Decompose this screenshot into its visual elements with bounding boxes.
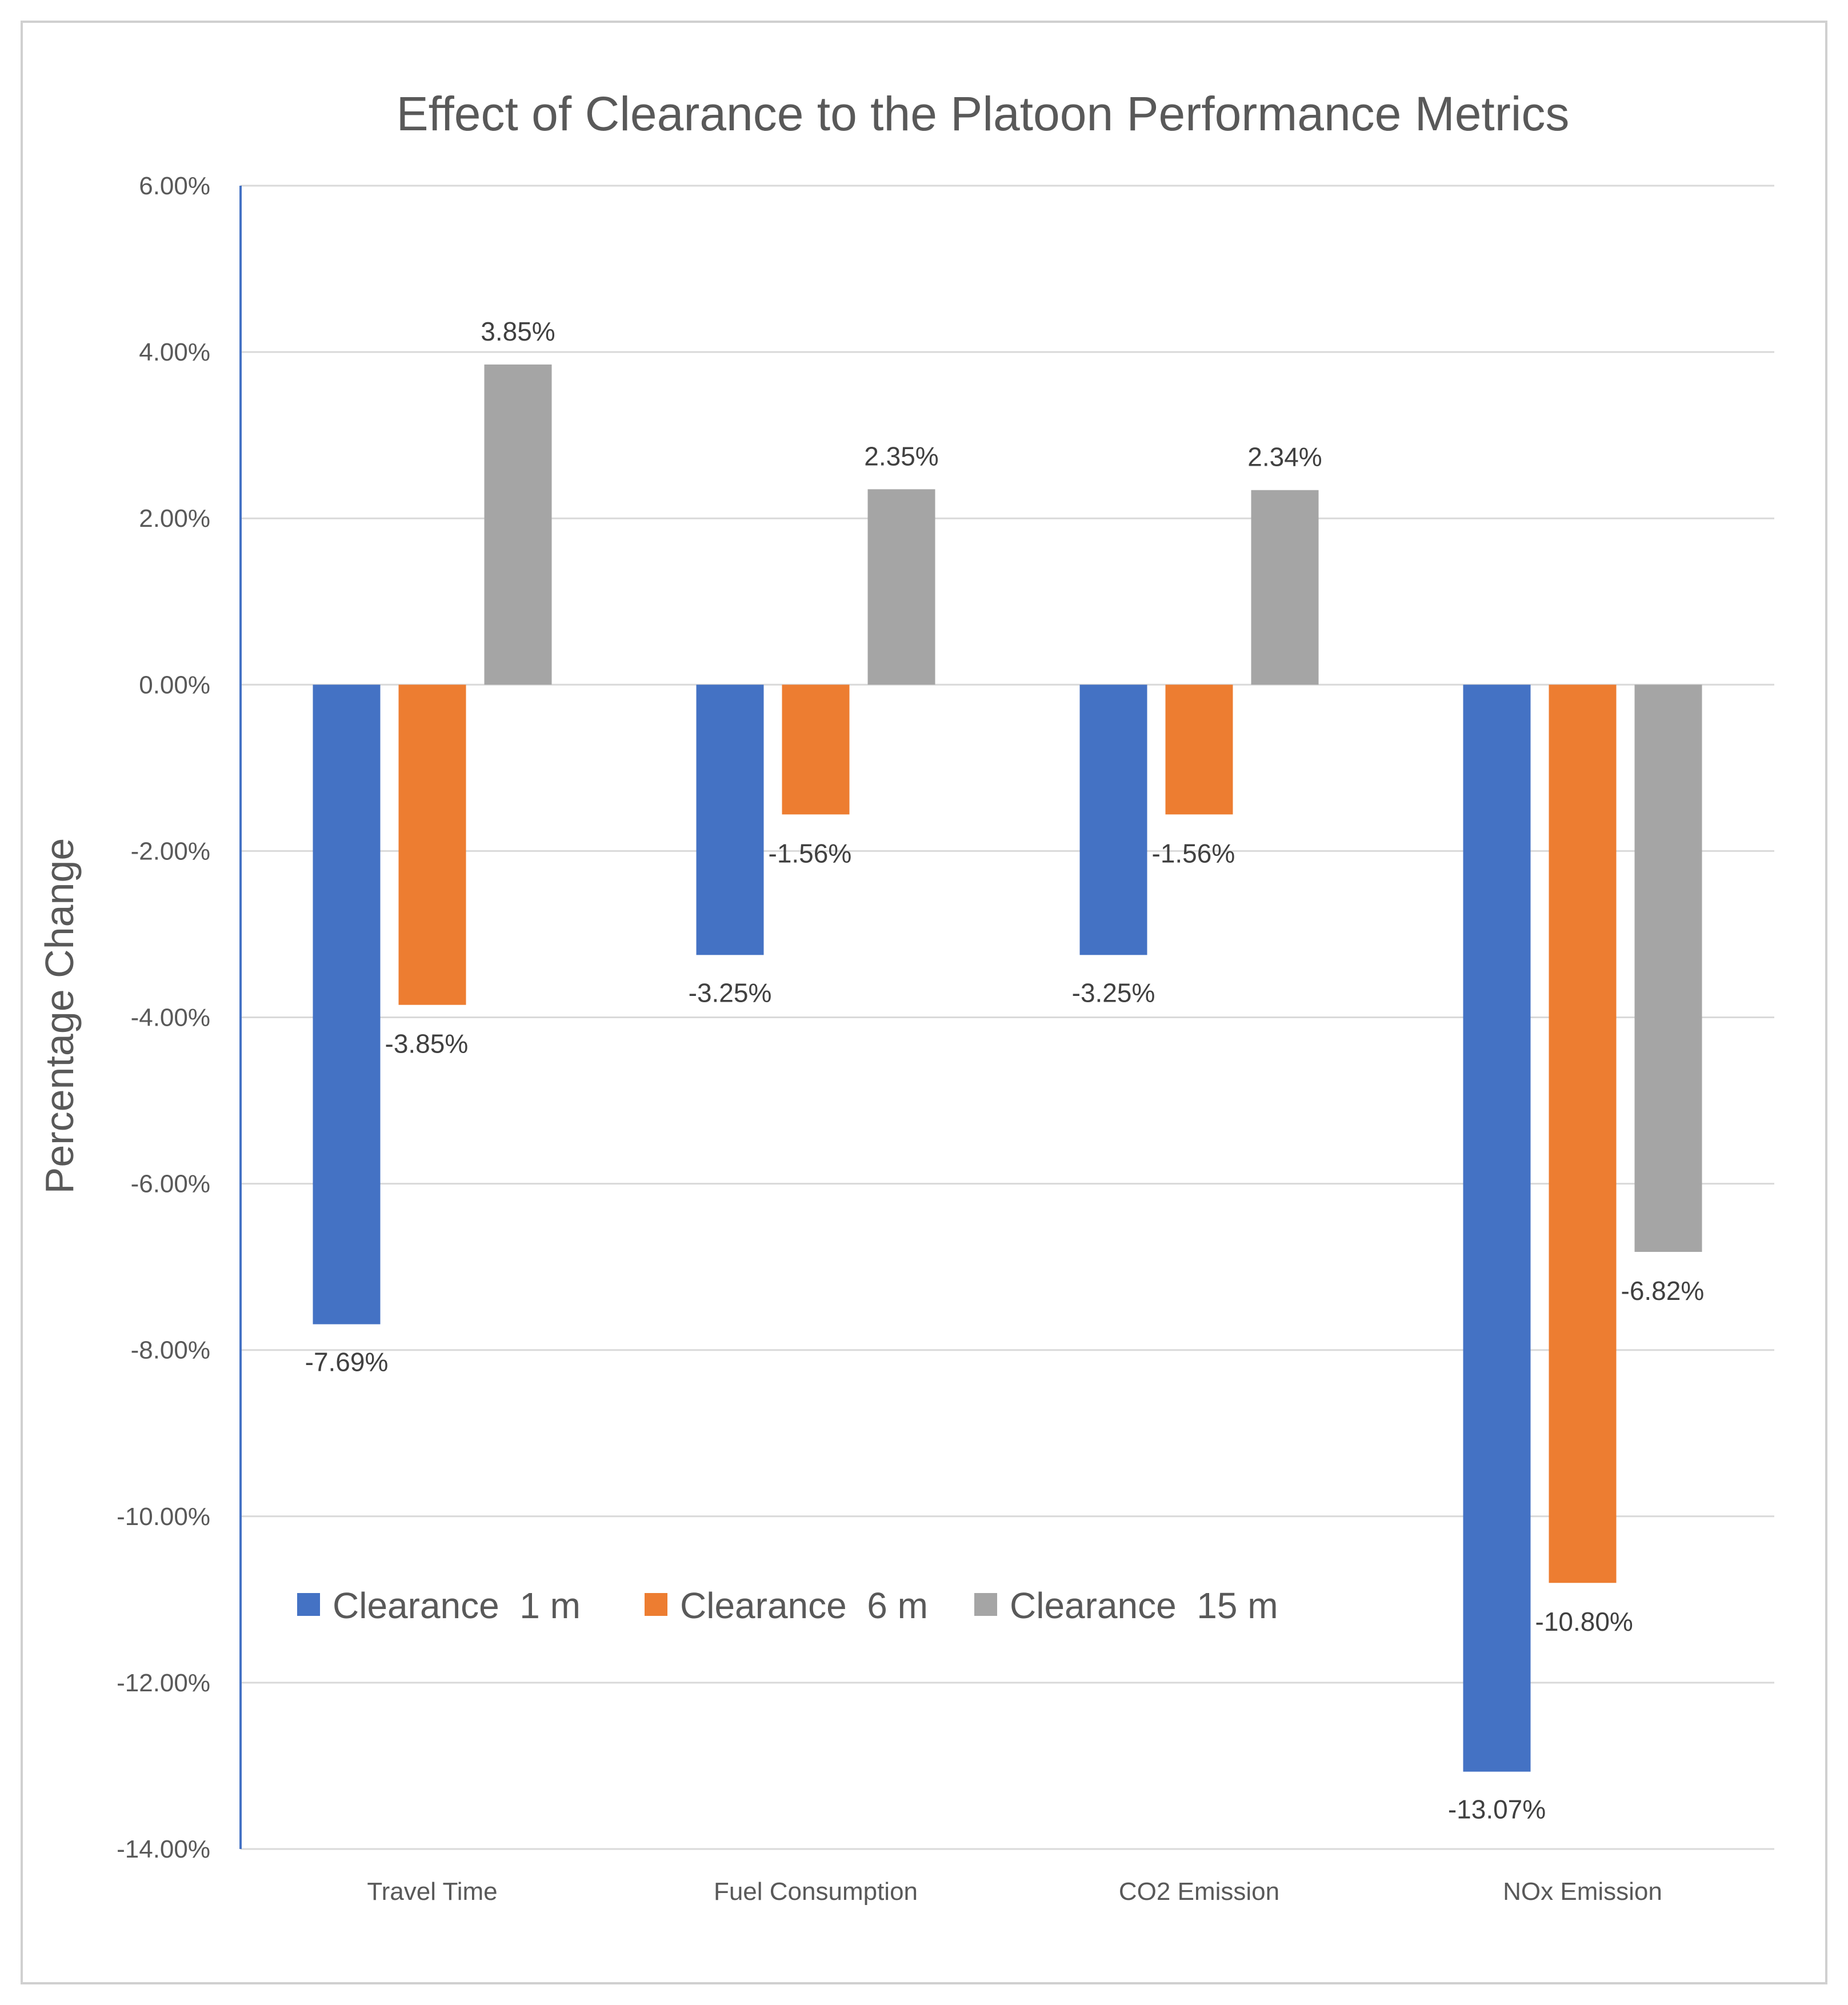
y-tick-label: 6.00% — [139, 172, 210, 200]
y-tick-label: -14.00% — [117, 1835, 210, 1863]
bar — [1079, 685, 1147, 955]
data-label: -6.82% — [1621, 1276, 1705, 1306]
bar — [313, 685, 381, 1324]
data-label: -13.07% — [1448, 1795, 1546, 1824]
data-label: -3.25% — [689, 978, 772, 1007]
legend-label: Clearance 15 m — [1010, 1585, 1278, 1626]
chart-title: Effect of Clearance to the Platoon Perfo… — [397, 87, 1570, 141]
legend-swatch — [974, 1593, 997, 1616]
data-label: 2.35% — [864, 441, 938, 471]
y-axis-ticks: -14.00% -12.00% -10.00% -8.00% -6.00% -4.00% -… — [117, 172, 210, 1863]
bar — [1165, 685, 1233, 815]
data-label: -1.56% — [769, 838, 852, 868]
bar — [867, 489, 935, 685]
y-tick-label: -8.00% — [131, 1336, 210, 1364]
data-labels: -7.69% -3.85% 3.85% -3.25% -1.56% 2.35% -3.25%… — [305, 317, 1705, 1824]
legend-label: Clearance 6 m — [680, 1585, 928, 1626]
bars — [313, 364, 1702, 1772]
data-label: 3.85% — [481, 317, 555, 346]
y-tick-label: 4.00% — [139, 338, 210, 366]
x-tick-label: CO2 Emission — [1119, 1878, 1279, 1906]
data-label: -10.80% — [1535, 1607, 1633, 1636]
bar — [1251, 490, 1319, 685]
bar — [398, 685, 466, 1005]
y-tick-label: -4.00% — [131, 1004, 210, 1032]
x-axis-ticks: Travel Time Fuel Consumption CO2 Emission N… — [367, 1878, 1662, 1906]
y-tick-label: 0.00% — [139, 671, 210, 699]
y-axis-title: Percentage Change — [37, 838, 82, 1194]
legend: Clearance 1 m Clearance 6 m Clearance 15 m — [297, 1585, 1278, 1626]
legend-swatch — [297, 1593, 320, 1616]
data-label: -3.85% — [385, 1029, 469, 1059]
bar — [1634, 685, 1702, 1252]
data-label: -1.56% — [1152, 838, 1235, 868]
data-label: 2.34% — [1247, 442, 1322, 472]
y-tick-label: -12.00% — [117, 1669, 210, 1697]
y-tick-label: -10.00% — [117, 1503, 210, 1531]
bar — [1549, 685, 1617, 1583]
legend-label: Clearance 1 m — [333, 1585, 581, 1626]
bar — [782, 685, 850, 815]
bar — [1463, 685, 1531, 1772]
legend-swatch — [645, 1593, 667, 1616]
data-label: -7.69% — [305, 1347, 389, 1377]
x-tick-label: NOx Emission — [1503, 1878, 1662, 1906]
y-tick-label: -2.00% — [131, 837, 210, 865]
data-label: -3.25% — [1072, 978, 1155, 1007]
x-tick-label: Travel Time — [367, 1878, 497, 1906]
y-tick-label: -6.00% — [131, 1170, 210, 1198]
bar — [696, 685, 764, 955]
x-tick-label: Fuel Consumption — [714, 1878, 918, 1906]
bar — [484, 364, 552, 685]
y-tick-label: 2.00% — [139, 505, 210, 533]
